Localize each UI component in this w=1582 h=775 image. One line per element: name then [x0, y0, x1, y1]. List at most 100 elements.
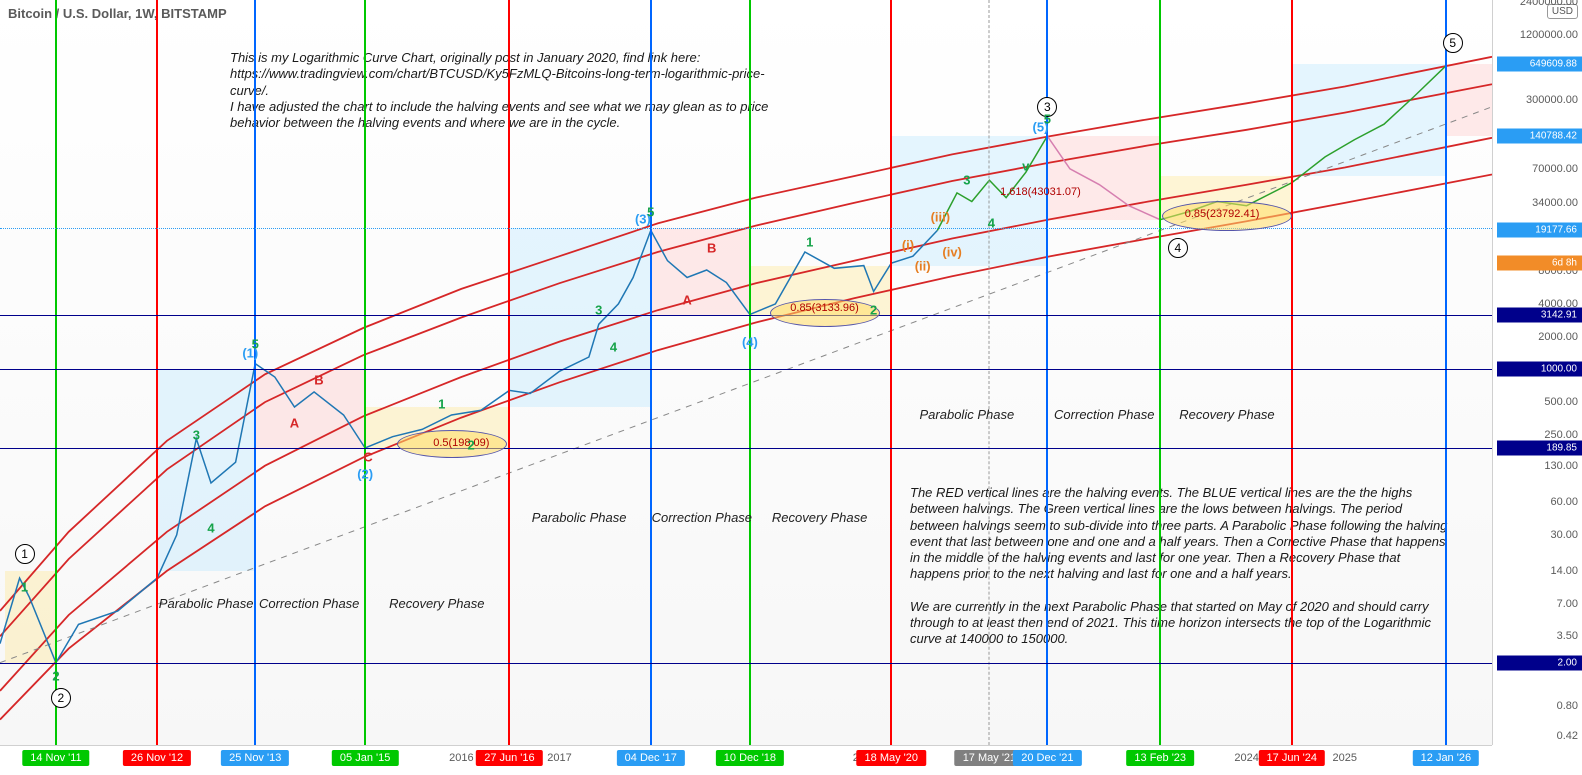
elliott-wave-label: 1 [438, 396, 445, 411]
elliott-wave-label: B [314, 372, 323, 387]
price-axis[interactable]: USD 2400000.001200000.00300000.0070000.0… [1492, 0, 1582, 745]
time-axis-tick: 2025 [1333, 752, 1357, 764]
phase-region [891, 136, 1047, 266]
time-axis-event-label: 13 Feb '23 [1126, 750, 1194, 766]
phase-region [1446, 64, 1492, 136]
time-axis[interactable]: 20162017202024202514 Nov '1126 Nov '1225… [0, 745, 1492, 775]
vertical-marker-line [508, 0, 510, 745]
elliott-wave-label: A [290, 416, 299, 431]
price-axis-highlight: 6d 8h [1497, 256, 1582, 271]
horizontal-price-line [0, 315, 1492, 316]
phase-label: Recovery Phase [389, 597, 484, 612]
price-axis-highlight: 189.85 [1497, 440, 1582, 455]
fib-level-label: 0.85(23792.41) [1185, 208, 1260, 220]
phase-region [255, 369, 365, 448]
price-axis-tick: 70000.00 [1532, 163, 1578, 175]
fib-level-label: 1.618(43031.07) [1000, 186, 1081, 198]
price-axis-highlight: 3142.91 [1497, 308, 1582, 323]
phase-label: Parabolic Phase [159, 597, 254, 612]
phase-label: Parabolic Phase [532, 511, 627, 526]
phase-region [651, 228, 750, 315]
elliott-wave-label: (iv) [942, 245, 962, 260]
elliott-wave-label: 5 [252, 337, 259, 352]
elliott-wave-label: 5 [647, 205, 654, 220]
elliott-wave-label: 4 [988, 216, 995, 231]
phase-label: Recovery Phase [772, 511, 867, 526]
price-axis-tick: 3.50 [1557, 630, 1578, 642]
price-axis-tick: 34000.00 [1532, 197, 1578, 209]
price-axis-tick: 500.00 [1544, 396, 1578, 408]
elliott-wave-label: 3 [595, 303, 602, 318]
phase-label: Recovery Phase [1179, 408, 1274, 423]
elliott-wave-label: 3 [193, 427, 200, 442]
price-axis-tick: 250.00 [1544, 429, 1578, 441]
time-axis-event-label: 20 Dec '21 [1013, 750, 1081, 766]
price-axis-tick: 60.00 [1550, 496, 1578, 508]
elliott-wave-label: (ii) [915, 258, 931, 273]
vertical-marker-line [890, 0, 892, 745]
elliott-wave-label: (iii) [931, 210, 951, 225]
time-axis-tick: 2017 [547, 752, 571, 764]
price-axis-highlight: 19177.66 [1497, 222, 1582, 237]
price-axis-highlight: 1000.00 [1497, 362, 1582, 377]
vertical-marker-line [1159, 0, 1161, 745]
vertical-marker-line [1445, 0, 1447, 745]
elliott-wave-label: (2) [357, 466, 373, 481]
price-axis-tick: 2400000.00 [1520, 0, 1578, 8]
time-axis-event-label: 26 Nov '12 [123, 750, 191, 766]
price-axis-tick: 300000.00 [1526, 94, 1578, 106]
price-axis-tick: 130.00 [1544, 460, 1578, 472]
time-axis-event-label: 18 May '20 [857, 750, 926, 766]
elliott-wave-label: 2 [468, 438, 475, 453]
price-axis-tick: 14.00 [1550, 565, 1578, 577]
price-axis-highlight: 2.00 [1497, 655, 1582, 670]
elliott-wave-label: (4) [742, 334, 758, 349]
phase-region [1292, 64, 1446, 176]
horizontal-price-line [0, 369, 1492, 370]
time-axis-event-label: 05 Jan '15 [332, 750, 398, 766]
time-axis-tick: 2016 [449, 752, 473, 764]
elliott-wave-label: A [682, 293, 691, 308]
elliott-wave-degree-label: 4 [1168, 238, 1188, 258]
phase-region [157, 369, 255, 571]
elliott-wave-label: 5 [1044, 112, 1051, 127]
time-axis-event-label: 25 Nov '13 [221, 750, 289, 766]
phase-label: Parabolic Phase [920, 408, 1015, 423]
chart-plot-area[interactable]: Bitcoin / U.S. Dollar, 1W, BITSTAMP This… [0, 0, 1492, 745]
price-axis-tick: 7.00 [1557, 598, 1578, 610]
time-axis-event-label: 17 Jun '24 [1259, 750, 1325, 766]
elliott-wave-label: 1 [21, 579, 28, 594]
fib-level-label: 0.5(198.09) [433, 437, 489, 449]
phase-region [1047, 136, 1160, 220]
elliott-wave-label: 3 [963, 173, 970, 188]
vertical-marker-line [1291, 0, 1293, 745]
price-axis-tick: 0.80 [1557, 700, 1578, 712]
phase-label: Correction Phase [1054, 408, 1154, 423]
elliott-wave-degree-label: 1 [15, 544, 35, 564]
elliott-wave-label: 4 [207, 520, 214, 535]
vertical-marker-line [156, 0, 158, 745]
price-axis-highlight: 140788.42 [1497, 128, 1582, 143]
time-axis-event-label: 14 Nov '11 [22, 750, 89, 766]
elliott-wave-degree-label: 5 [1443, 33, 1463, 53]
elliott-wave-label: v [1022, 158, 1029, 173]
vertical-marker-line [989, 0, 990, 745]
elliott-wave-label: 2 [870, 303, 877, 318]
elliott-wave-label: 4 [610, 340, 617, 355]
elliott-wave-label: (i) [902, 237, 914, 252]
price-axis-tick: 1200000.00 [1520, 29, 1578, 41]
time-axis-event-label: 27 Jun '16 [476, 750, 542, 766]
phase-label: Correction Phase [652, 511, 752, 526]
elliott-wave-degree-label: 2 [51, 688, 71, 708]
vertical-marker-line [364, 0, 366, 745]
elliott-wave-label: 1 [806, 234, 813, 249]
time-axis-event-label: 12 Jan '26 [1413, 750, 1479, 766]
horizontal-price-line [0, 448, 1492, 449]
horizontal-price-line [0, 663, 1492, 664]
annotation-bottom: The RED vertical lines are the halving e… [910, 485, 1450, 648]
phase-region [509, 228, 650, 407]
time-axis-tick: 2024 [1234, 752, 1258, 764]
vertical-marker-line [55, 0, 57, 745]
phase-label: Correction Phase [259, 597, 359, 612]
fib-level-label: 0.85(3133.96) [790, 302, 859, 314]
